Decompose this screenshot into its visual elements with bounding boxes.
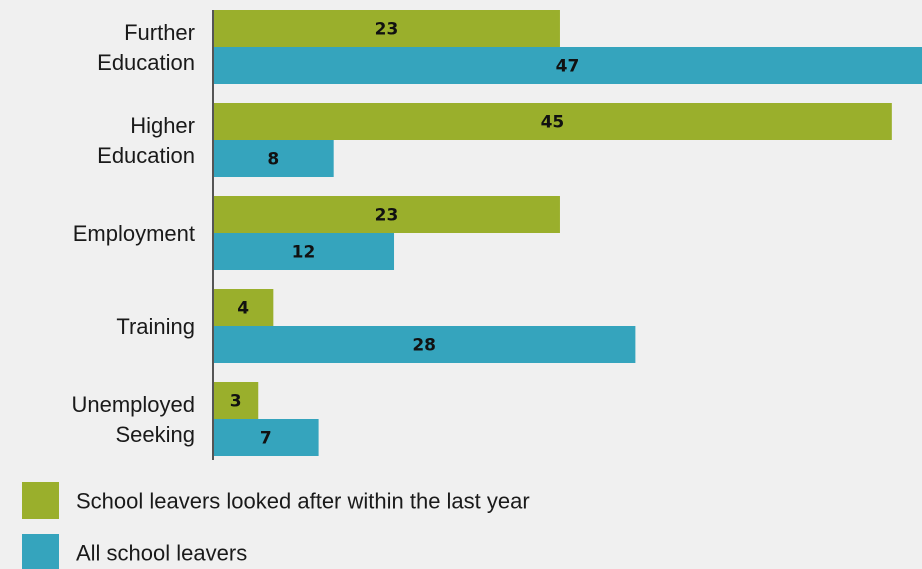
category-label-unemployed-seeking: Unemployed Seeking <box>71 392 195 447</box>
legend: School leavers looked after within the l… <box>22 482 530 569</box>
value-label-higher-education-series-2: 8 <box>267 150 279 170</box>
category-label-employment: Employment <box>73 221 195 246</box>
category-label-line: Further <box>124 20 195 45</box>
bar-unemployed-seeking-series-2 <box>213 419 319 456</box>
legend-label-series-1: School leavers looked after within the l… <box>76 489 530 514</box>
bar-employment-series-1 <box>213 196 560 233</box>
bar-unemployed-seeking-series-1 <box>213 382 259 419</box>
value-label-further-education-series-1: 23 <box>375 20 399 40</box>
value-label-higher-education-series-1: 45 <box>541 113 565 133</box>
value-label-unemployed-seeking-series-1: 3 <box>230 392 242 412</box>
value-label-training-series-1: 4 <box>237 299 249 319</box>
category-label-line: Seeking <box>115 422 195 447</box>
bar-further-education-series-1 <box>213 10 560 47</box>
value-label-employment-series-2: 12 <box>292 243 316 263</box>
bar-training-series-2 <box>213 326 636 363</box>
value-label-training-series-2: 28 <box>412 336 436 356</box>
bars-layer <box>213 10 922 456</box>
legend-swatch-series-1 <box>22 482 59 519</box>
category-label-line: Employment <box>73 221 195 246</box>
value-label-unemployed-seeking-series-2: 7 <box>260 429 272 449</box>
bar-higher-education-series-2 <box>213 140 334 177</box>
category-label-line: Education <box>97 50 195 75</box>
category-label-training: Training <box>116 314 195 339</box>
value-label-further-education-series-2: 47 <box>556 57 580 77</box>
legend-label-series-2: All school leavers <box>76 541 247 566</box>
category-label-line: Education <box>97 143 195 168</box>
bar-further-education-series-2 <box>213 47 922 84</box>
category-labels-layer: Further Education Higher Education Employmen… <box>71 20 195 447</box>
category-label-higher-education: Higher Education <box>97 113 195 168</box>
category-label-line: Higher <box>130 113 195 138</box>
category-label-line: Unemployed <box>71 392 195 417</box>
value-labels-layer: 23 47 45 8 23 12 4 28 37 <box>230 20 580 449</box>
bar-higher-education-series-1 <box>213 103 892 140</box>
legend-swatch-series-2 <box>22 534 59 569</box>
category-label-line: Training <box>116 314 195 339</box>
category-label-further-education: Further Education <box>97 20 195 75</box>
value-label-employment-series-1: 23 <box>375 206 399 226</box>
bar-training-series-1 <box>213 289 274 326</box>
bar-employment-series-2 <box>213 233 395 270</box>
